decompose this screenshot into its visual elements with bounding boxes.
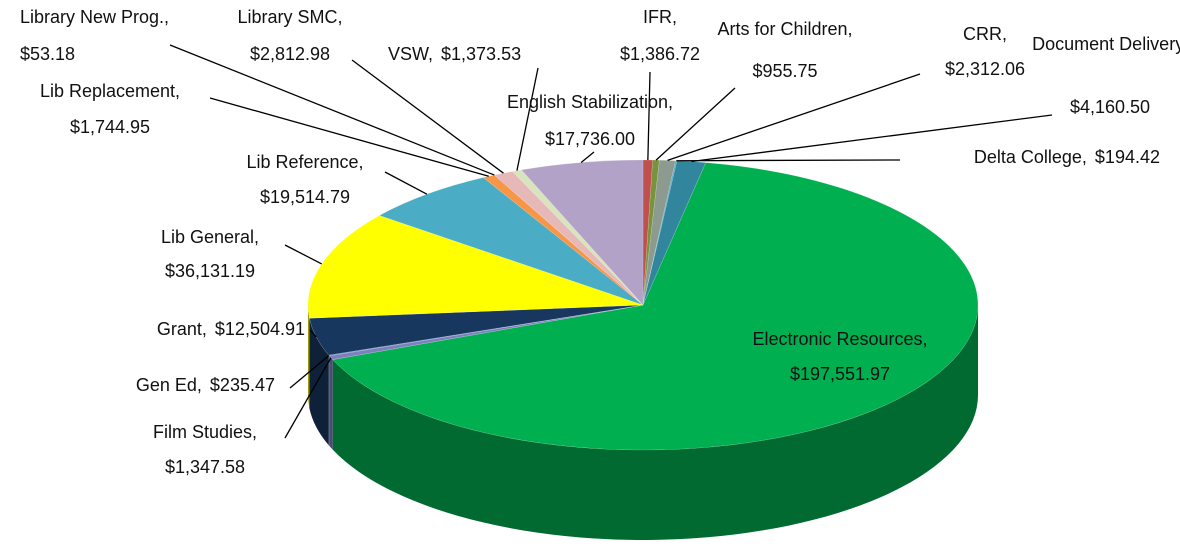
value-label: $1,386.72 xyxy=(620,44,700,64)
slice-side xyxy=(332,305,978,541)
value-label: $235.47 xyxy=(210,375,275,395)
leader-line xyxy=(309,329,317,338)
slice-side xyxy=(309,318,329,446)
slice xyxy=(378,177,644,306)
category-label: IFR, xyxy=(643,7,677,27)
leader-line xyxy=(351,59,504,174)
value-label: $53.18 xyxy=(20,44,75,64)
category-label: Library SMC, xyxy=(237,7,342,27)
leader-line xyxy=(691,114,1053,163)
category-label: Grant, xyxy=(157,319,207,339)
leader-line xyxy=(516,67,539,171)
data-label: English Stabilization, $17,736.00 xyxy=(507,92,673,149)
category-label: Lib Replacement, xyxy=(40,81,180,101)
category-label: Arts for Children, xyxy=(717,19,852,39)
data-label: Gen Ed, $235.47 xyxy=(136,375,275,395)
data-label: CRR, $2,312.06 xyxy=(945,24,1025,79)
leader-line xyxy=(169,44,495,176)
value-label: $1,347.58 xyxy=(165,457,245,477)
data-label: Lib Reference, $19,514.79 xyxy=(246,152,363,207)
category-label: Electronic Resources, xyxy=(752,329,927,349)
category-label: English Stabilization, xyxy=(507,92,673,112)
category-label: VSW, xyxy=(388,44,433,64)
value-label: $19,514.79 xyxy=(260,187,350,207)
value-label: $197,551.97 xyxy=(790,364,890,384)
data-label: Library SMC, $2,812.98 xyxy=(237,7,342,64)
category-label: Library New Prog., xyxy=(20,7,169,27)
data-label: Lib General, $36,131.19 xyxy=(161,227,259,281)
value-label: $1,373.53 xyxy=(441,44,521,64)
value-label: $2,312.06 xyxy=(945,59,1025,79)
data-label: Film Studies, $1,347.58 xyxy=(153,422,257,477)
leader-line xyxy=(580,151,595,163)
data-label: Delta College, $194.42 xyxy=(974,147,1160,167)
value-label: $2,812.98 xyxy=(250,44,330,64)
data-label: Library New Prog., $53.18 xyxy=(20,7,169,64)
category-label: Film Studies, xyxy=(153,422,257,442)
value-label: $17,736.00 xyxy=(545,129,635,149)
category-label: Delta College, xyxy=(974,147,1087,167)
leader-line xyxy=(676,159,901,162)
slice xyxy=(328,304,644,360)
data-label: IFR, $1,386.72 xyxy=(620,7,700,64)
category-label: Gen Ed, xyxy=(136,375,202,395)
category-label: Document Delivery, xyxy=(1032,34,1180,54)
leader-line xyxy=(289,354,330,389)
leader-line xyxy=(209,97,489,177)
value-label: $194.42 xyxy=(1095,147,1160,167)
data-label: Lib Replacement, $1,744.95 xyxy=(40,81,180,137)
leader-line xyxy=(284,244,322,265)
leader-line xyxy=(647,71,651,161)
value-label: $4,160.50 xyxy=(1070,97,1150,117)
leader-line xyxy=(655,87,736,161)
value-label: $1,744.95 xyxy=(70,117,150,137)
slice xyxy=(494,171,644,306)
leader-line xyxy=(667,73,921,162)
category-label: Lib Reference, xyxy=(246,152,363,172)
data-label: Electronic Resources, $197,551.97 xyxy=(752,329,927,384)
category-label: Lib General, xyxy=(161,227,259,247)
data-label: VSW, $1,373.53 xyxy=(388,44,521,64)
data-label: Arts for Children, $955.75 xyxy=(717,19,852,81)
slice-side xyxy=(308,305,310,409)
slice xyxy=(332,162,979,451)
slice-side xyxy=(328,355,330,446)
leader-line xyxy=(384,171,428,195)
slice-side xyxy=(329,355,333,450)
value-label: $955.75 xyxy=(752,61,817,81)
slice xyxy=(520,159,644,306)
value-label: $36,131.19 xyxy=(165,261,255,281)
category-label: CRR, xyxy=(963,24,1007,44)
slice xyxy=(307,215,644,319)
leader-line xyxy=(284,357,332,439)
data-label: Grant, $12,504.91 xyxy=(157,319,305,339)
value-label: $12,504.91 xyxy=(215,319,305,339)
data-label: Document Delivery, $4,160.50 xyxy=(1032,34,1180,117)
